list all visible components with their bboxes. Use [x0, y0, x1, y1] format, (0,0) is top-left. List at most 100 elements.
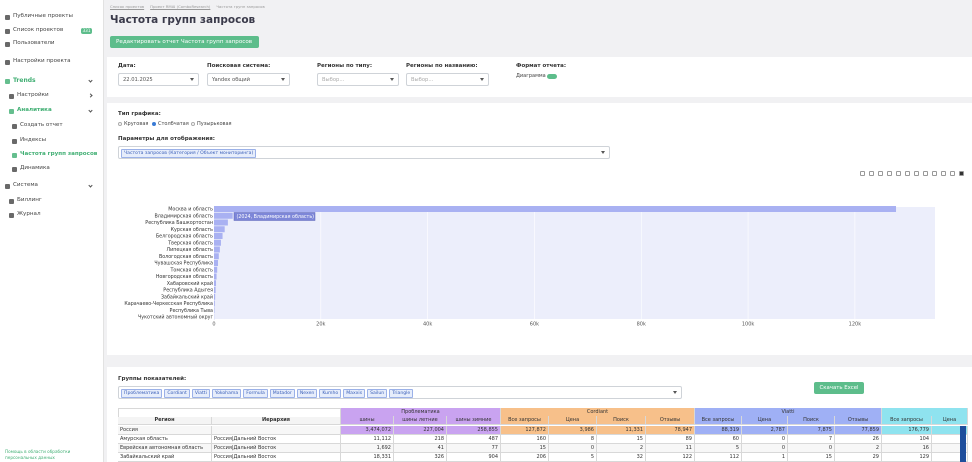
filter-input[interactable]: Выбор... [317, 73, 399, 86]
toolbar-icon[interactable] [887, 171, 892, 176]
x-tick-label: 120k [849, 322, 862, 328]
radio[interactable] [191, 122, 195, 126]
filter-value: 22.01.2025 [123, 77, 153, 83]
radio[interactable] [118, 122, 122, 126]
table-cell [932, 435, 968, 444]
bar [214, 253, 219, 260]
column-header: Регион [118, 416, 212, 425]
sidebar-icon [12, 166, 17, 172]
sub-header: Цена [742, 416, 788, 425]
sidebar: Публичные проекты Список проектов Пользова… [0, 0, 104, 462]
group-tag[interactable]: Nexen [296, 389, 318, 398]
breadcrumb-item[interactable]: Проект RMAI (ComboResearch) [150, 4, 211, 9]
table-cell: 127,872 [501, 426, 549, 435]
bar [214, 212, 233, 219]
bar [214, 287, 216, 293]
filter-input[interactable]: Yandex общий [207, 73, 290, 86]
x-tick-label: 100k [742, 322, 755, 328]
filter-input[interactable]: 22.01.2025 [118, 73, 199, 86]
toggle[interactable] [547, 73, 557, 79]
toolbar-icon[interactable] [869, 171, 874, 176]
filter-value: Выбор... [322, 77, 345, 83]
filter-input[interactable]: Выбор... [406, 73, 489, 86]
sub-header: Все запросы [695, 416, 742, 425]
table-cell: Еврейская автономная область [118, 444, 212, 453]
footer-link[interactable]: Помощь в области обработки персональных … [5, 449, 71, 460]
y-tick-label: Забайкальский край [161, 293, 213, 300]
sidebar-item[interactable]: Биллинг [17, 197, 42, 203]
group-tag[interactable]: Matador [269, 389, 295, 398]
y-tick-label: Карачаево-Черкесская Республика [124, 301, 213, 307]
caret [601, 151, 605, 154]
y-tick-label: Белгородская область [156, 234, 213, 240]
y-tick-label: Чувашская Республика [154, 261, 213, 267]
params-label: Параметры для отображения: [118, 136, 215, 142]
table-cell [932, 426, 968, 435]
group-tag[interactable]: Cordiant [164, 389, 190, 398]
sidebar-item[interactable]: Список проектов [13, 27, 64, 33]
sidebar-icon [5, 59, 10, 65]
toolbar-icon[interactable] [914, 171, 919, 176]
group-tag[interactable]: Triangle [389, 389, 414, 398]
sidebar-item[interactable]: Настройки проекта [13, 58, 71, 64]
radio-label: Пузырьковая [197, 121, 232, 127]
radio-label: Круговая [124, 121, 149, 127]
sidebar-item[interactable]: Создать отчет [20, 122, 63, 128]
sidebar-item[interactable]: Аналитика [17, 107, 52, 113]
sidebar-item[interactable]: Индексы [20, 137, 47, 143]
sidebar-icon [5, 41, 10, 47]
sidebar-icon [5, 78, 10, 84]
toolbar-icon[interactable] [950, 171, 955, 176]
table-cell: 11,331 [597, 426, 646, 435]
filter-label: Формат отчета: [516, 63, 567, 69]
sidebar-item[interactable]: Частота групп запросов [20, 151, 98, 157]
group-tag[interactable]: Maxxis [343, 389, 366, 398]
toolbar-icon[interactable] [878, 171, 883, 176]
table-cell: 1,692 [341, 444, 394, 453]
toolbar-icon[interactable] [959, 171, 964, 176]
sidebar-item[interactable]: Настройки [17, 92, 49, 98]
group-tag[interactable]: Kumho [319, 389, 342, 398]
download-button[interactable]: Скачать Excel [814, 382, 864, 394]
toolbar-icon[interactable] [905, 171, 910, 176]
toggle-label: Диаграмма [516, 73, 546, 79]
params-input[interactable]: Частота запросов (Категория / Объект мон… [118, 146, 610, 159]
group-tag[interactable]: Formula [243, 389, 268, 398]
x-tick-label: 20k [316, 322, 325, 328]
caret [390, 78, 394, 81]
table-cell: 16 [882, 444, 932, 453]
table-cell: 227,004 [394, 426, 447, 435]
toolbar-icon[interactable] [923, 171, 928, 176]
bar [214, 273, 217, 280]
group-tag[interactable]: Проблематика [121, 389, 163, 398]
table-cell: 11,112 [341, 435, 394, 444]
groups-tags: Проблематика Cordiant Viatti Yokohama Formul… [121, 389, 414, 398]
table-cell: 487 [447, 435, 501, 444]
group-tag[interactable]: Yokohama [211, 389, 242, 398]
y-tick-label: Тверская область [167, 240, 213, 246]
sidebar-item[interactable]: Система [13, 182, 38, 188]
sidebar-item[interactable]: Динамика [20, 165, 50, 171]
table-cell: 77 [447, 444, 501, 453]
toolbar-icon[interactable] [860, 171, 865, 176]
group-tag[interactable]: Sailun [367, 389, 388, 398]
sidebar-item[interactable]: Журнал [17, 211, 41, 217]
bar [214, 266, 218, 273]
toolbar-icon[interactable] [932, 171, 937, 176]
y-tick-label: Липецкая область [167, 247, 214, 253]
table-cell [212, 426, 341, 435]
table-cell: 11 [646, 444, 695, 453]
sidebar-icon [5, 28, 10, 34]
breadcrumb-item[interactable]: Список проектов [110, 4, 145, 9]
toolbar-icon[interactable] [896, 171, 901, 176]
table-cell: Россия [118, 426, 212, 435]
sidebar-item[interactable]: Trends [13, 77, 36, 84]
toolbar-icon[interactable] [941, 171, 946, 176]
groups-input[interactable]: Проблематика Cordiant Viatti Yokohama Formul… [118, 386, 682, 399]
sub-header: Цена [549, 416, 597, 425]
radio[interactable] [152, 122, 156, 126]
sidebar-item[interactable]: Публичные проекты [13, 13, 73, 19]
edit-button[interactable]: Редактировать отчет Частота групп запрос… [110, 36, 259, 48]
sidebar-item[interactable]: Пользователи [13, 40, 55, 46]
group-tag[interactable]: Viatti [191, 389, 210, 398]
